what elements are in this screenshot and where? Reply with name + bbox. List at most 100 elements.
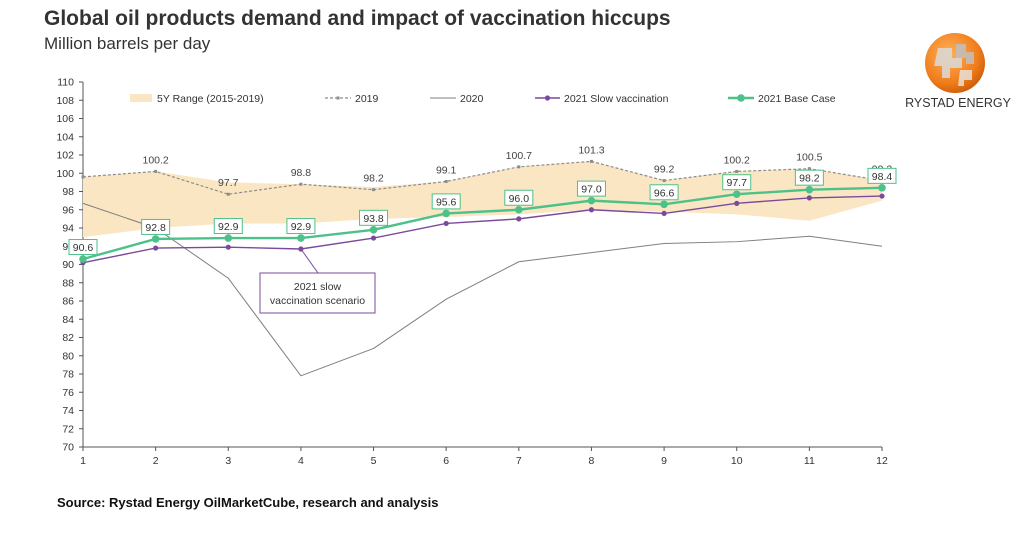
data-label-box-base-case [359, 209, 389, 226]
point-base-case [878, 184, 886, 192]
data-label-2019: 98.2 [363, 173, 384, 185]
legend-marker-2019 [336, 96, 340, 100]
data-label-box-base-case [576, 180, 606, 197]
chart-title: Global oil products demand and impact of… [44, 7, 671, 30]
data-label-base-case: 96.6 [654, 187, 675, 199]
data-label-box-base-case [68, 239, 98, 256]
data-label-base-case: 98.2 [799, 173, 820, 185]
y-tick-label: 96 [62, 204, 74, 216]
data-label-2019: 101.3 [578, 144, 604, 156]
point-base-case [805, 185, 814, 194]
annotation-text-line1: 2021 slow [294, 281, 342, 293]
logo-text: RYSTAD ENERGY [905, 96, 1011, 110]
y-tick-label: 84 [62, 314, 74, 326]
data-label-base-case: 92.9 [291, 221, 312, 233]
point-slow-vaccination [153, 245, 159, 251]
data-label-box-base-case [141, 218, 171, 235]
data-label-2019: 100.7 [506, 150, 532, 162]
point-slow-vaccination [516, 216, 522, 222]
point-base-case [587, 196, 596, 205]
data-label-base-case: 97.0 [581, 184, 602, 196]
legend-marker-base [737, 94, 745, 102]
point-base-case [660, 200, 668, 209]
chart-subtitle: Million barrels per day [44, 34, 211, 53]
y-tick-label: 72 [62, 423, 74, 435]
data-label-base-case: 92.9 [218, 221, 239, 233]
series-line-3 [82, 186, 883, 261]
range-band [83, 161, 882, 238]
legend-label-2020: 2020 [460, 93, 484, 105]
y-tick-label: 82 [62, 332, 74, 344]
point-base-case [297, 234, 305, 242]
y-tick-label: 76 [62, 387, 74, 399]
data-label-2019: 99.1 [436, 164, 457, 176]
series-line-0 [82, 160, 883, 195]
legend-marker-slow [544, 95, 551, 101]
point-2019 [807, 167, 811, 171]
data-label-base-case: 92.8 [145, 222, 166, 234]
data-label-2019: 98.8 [291, 167, 312, 179]
point-base-case [79, 255, 87, 263]
point-2019 [517, 165, 521, 169]
y-tick-label: 70 [62, 442, 74, 454]
point-base-case [369, 226, 378, 234]
point-slow-vaccination [806, 195, 812, 201]
x-tick-label: 5 [371, 455, 377, 467]
point-2019 [589, 159, 593, 163]
point-slow-vaccination [734, 200, 740, 206]
data-label-box-base-case [649, 184, 679, 201]
data-label-base-case: 98.4 [872, 171, 893, 183]
source-note: Source: Rystad Energy OilMarketCube, res… [57, 495, 439, 510]
x-tick-label: 10 [731, 455, 743, 467]
point-slow-vaccination [879, 193, 885, 199]
data-label-2019: 100.5 [796, 152, 822, 164]
y-tick-label: 86 [62, 296, 74, 308]
x-tick-label: 6 [443, 455, 449, 467]
y-tick-label: 92 [62, 241, 74, 253]
point-slow-vaccination [588, 207, 595, 213]
point-2019 [81, 175, 85, 179]
data-label-box-base-case [794, 169, 824, 186]
point-slow-vaccination [370, 235, 377, 241]
x-tick-label: 9 [661, 455, 667, 467]
series-line-2 [82, 195, 883, 264]
y-tick-label: 78 [62, 369, 74, 381]
x-tick-label: 3 [225, 455, 231, 467]
y-tick-label: 88 [62, 277, 74, 289]
y-tick-label: 110 [57, 77, 74, 89]
data-label-2019: 100.2 [142, 154, 168, 166]
data-label-box-base-case [722, 174, 752, 191]
y-tick-label: 74 [62, 405, 74, 417]
point-2019 [735, 169, 739, 173]
legend-label-2019: 2019 [355, 93, 379, 105]
legend-label-base: 2021 Base Case [758, 93, 836, 105]
point-base-case [515, 205, 523, 214]
data-label-box-base-case [867, 167, 897, 184]
data-label-base-case: 97.7 [727, 177, 748, 189]
annotation-leader [300, 248, 319, 274]
data-label-box-base-case [504, 189, 534, 206]
data-label-base-case: 96.0 [509, 193, 530, 205]
y-tick-label: 108 [56, 95, 74, 107]
point-2019 [372, 188, 376, 192]
legend-swatch-range [130, 94, 152, 102]
x-tick-label: 2 [153, 455, 159, 467]
point-base-case [151, 235, 160, 243]
y-tick-label: 98 [62, 186, 74, 198]
x-tick-label: 7 [516, 455, 522, 467]
annotation-text-line2: vaccination scenario [270, 295, 365, 307]
point-slow-vaccination [443, 220, 449, 227]
series-line-1 [82, 202, 883, 377]
annotation-box [259, 272, 376, 314]
rystad-logo: RYSTAD ENERGY [898, 30, 1018, 116]
data-label-base-case: 90.6 [73, 242, 94, 254]
data-label-box-base-case [286, 218, 316, 235]
legend-label-slow: 2021 Slow vaccination [564, 93, 669, 105]
x-tick-label: 12 [876, 455, 888, 467]
x-tick-label: 8 [589, 455, 595, 467]
point-2019 [226, 192, 230, 196]
point-2019 [299, 182, 303, 186]
point-base-case [224, 234, 233, 242]
y-tick-label: 100 [56, 168, 74, 180]
